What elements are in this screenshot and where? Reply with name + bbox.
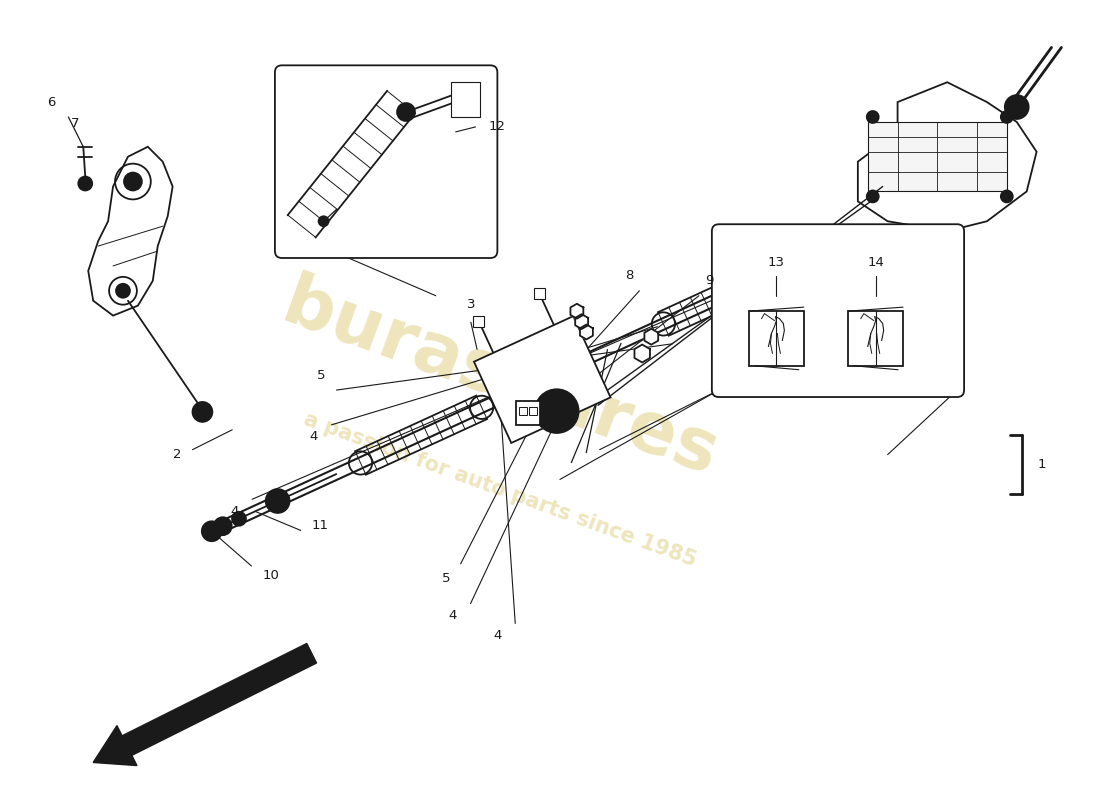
Polygon shape [635,345,650,362]
Circle shape [1004,95,1028,119]
Text: 1: 1 [1037,458,1046,471]
Text: 8: 8 [625,270,634,282]
Circle shape [266,489,289,513]
Circle shape [116,284,130,298]
Circle shape [402,107,411,117]
Text: 3: 3 [466,298,475,310]
Text: 13: 13 [768,257,785,270]
Circle shape [867,111,879,123]
Text: 14: 14 [867,257,884,270]
Text: 10: 10 [263,570,279,582]
Text: 4: 4 [309,430,318,443]
Bar [749,311,804,366]
Polygon shape [766,266,779,282]
Bar [517,402,540,425]
Text: 4: 4 [449,609,456,622]
Text: 9: 9 [705,274,713,287]
Circle shape [78,177,92,190]
Bar [529,407,537,415]
Text: 5: 5 [317,369,326,382]
Bar [451,82,481,117]
Circle shape [192,402,212,422]
Text: 11: 11 [312,519,329,532]
Bar [534,288,544,299]
Circle shape [397,103,415,121]
Circle shape [213,518,232,535]
Text: 2: 2 [174,448,182,461]
Circle shape [535,390,579,433]
Circle shape [232,512,246,526]
Bar [848,311,903,366]
Polygon shape [645,329,658,345]
Circle shape [201,522,222,541]
Circle shape [1001,190,1013,202]
Text: 5: 5 [441,572,450,586]
Text: a passion for auto parts since 1985: a passion for auto parts since 1985 [301,409,700,570]
Bar [473,316,484,326]
Circle shape [272,494,284,507]
FancyBboxPatch shape [712,224,964,397]
Circle shape [124,173,142,190]
Text: 12: 12 [488,121,505,134]
Text: 7: 7 [72,118,79,130]
Polygon shape [580,325,593,339]
Text: 4: 4 [230,505,239,518]
FancyArrow shape [94,643,317,766]
Text: buraspares: buraspares [273,270,728,491]
Circle shape [1001,111,1013,123]
Bar [519,407,527,415]
Bar [868,122,1007,191]
Polygon shape [474,316,610,443]
Circle shape [319,216,329,226]
Polygon shape [571,304,583,318]
Text: 6: 6 [47,95,56,109]
FancyBboxPatch shape [275,66,497,258]
Polygon shape [858,82,1036,231]
Polygon shape [575,314,589,329]
Circle shape [867,190,879,202]
Text: 4: 4 [493,629,502,642]
Polygon shape [88,146,173,315]
